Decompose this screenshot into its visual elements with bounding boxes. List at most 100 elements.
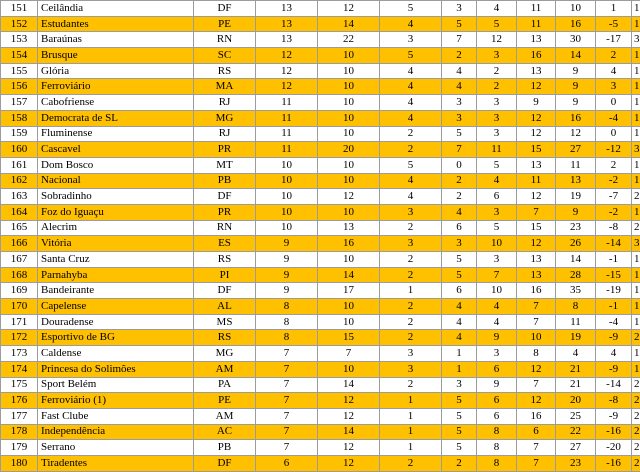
games-cell: 20 (318, 142, 380, 158)
goals-for-cell: 12 (517, 361, 556, 377)
draws-cell: 5 (442, 393, 477, 409)
losses-cell: 4 (477, 299, 517, 315)
participations-cell: 1 (632, 283, 640, 299)
draws-cell: 0 (442, 157, 477, 173)
games-cell: 10 (318, 95, 380, 111)
goals-against-cell: 30 (556, 32, 596, 48)
goal-difference-cell: -16 (596, 455, 632, 471)
wins-cell: 1 (380, 393, 442, 409)
losses-cell: 3 (477, 252, 517, 268)
goals-for-cell: 11 (517, 1, 556, 17)
goal-difference-cell: -14 (596, 236, 632, 252)
points-cell: 9 (256, 236, 318, 252)
state-cell: RS (194, 330, 256, 346)
goal-difference-cell: 1 (596, 1, 632, 17)
goal-difference-cell: -4 (596, 110, 632, 126)
state-cell: RS (194, 252, 256, 268)
games-cell: 7 (318, 346, 380, 362)
draws-cell: 4 (442, 79, 477, 95)
losses-cell: 5 (477, 220, 517, 236)
goals-against-cell: 16 (556, 110, 596, 126)
state-cell: DF (194, 1, 256, 17)
team-name-cell: Santa Cruz (38, 252, 194, 268)
games-cell: 14 (318, 16, 380, 32)
goals-for-cell: 15 (517, 220, 556, 236)
goals-for-cell: 7 (517, 314, 556, 330)
state-cell: RN (194, 32, 256, 48)
goals-for-cell: 15 (517, 142, 556, 158)
team-name-cell: Independência (38, 424, 194, 440)
team-name-cell: Sport Belém (38, 377, 194, 393)
rank-cell: 171 (1, 314, 38, 330)
draws-cell: 5 (442, 440, 477, 456)
team-name-cell: Ceilândia (38, 1, 194, 17)
state-cell: PB (194, 173, 256, 189)
participations-cell: 1 (632, 314, 640, 330)
games-cell: 17 (318, 283, 380, 299)
rank-cell: 176 (1, 393, 38, 409)
wins-cell: 4 (380, 95, 442, 111)
draws-cell: 5 (442, 16, 477, 32)
goal-difference-cell: 4 (596, 346, 632, 362)
points-cell: 7 (256, 424, 318, 440)
state-cell: RJ (194, 95, 256, 111)
points-cell: 10 (256, 189, 318, 205)
participations-cell: 2 (632, 455, 640, 471)
state-cell: SC (194, 48, 256, 64)
goals-against-cell: 35 (556, 283, 596, 299)
participations-cell: 2 (632, 440, 640, 456)
losses-cell: 10 (477, 236, 517, 252)
goals-for-cell: 16 (517, 48, 556, 64)
points-cell: 7 (256, 393, 318, 409)
state-cell: RJ (194, 126, 256, 142)
team-name-cell: Fluminense (38, 126, 194, 142)
goals-for-cell: 13 (517, 267, 556, 283)
games-cell: 10 (318, 79, 380, 95)
goals-for-cell: 8 (517, 346, 556, 362)
wins-cell: 3 (380, 32, 442, 48)
state-cell: PR (194, 204, 256, 220)
games-cell: 14 (318, 267, 380, 283)
team-name-cell: Capelense (38, 299, 194, 315)
draws-cell: 2 (442, 455, 477, 471)
goals-for-cell: 13 (517, 63, 556, 79)
goal-difference-cell: -4 (596, 314, 632, 330)
goals-for-cell: 6 (517, 424, 556, 440)
team-name-cell: Parnahyba (38, 267, 194, 283)
games-cell: 10 (318, 110, 380, 126)
participations-cell: 1 (632, 204, 640, 220)
goals-against-cell: 9 (556, 79, 596, 95)
games-cell: 16 (318, 236, 380, 252)
goals-against-cell: 20 (556, 393, 596, 409)
points-cell: 9 (256, 252, 318, 268)
goals-against-cell: 21 (556, 361, 596, 377)
points-cell: 11 (256, 142, 318, 158)
team-name-cell: Princesa do Solimões (38, 361, 194, 377)
wins-cell: 4 (380, 79, 442, 95)
participations-cell: 2 (632, 424, 640, 440)
state-cell: PE (194, 16, 256, 32)
wins-cell: 4 (380, 173, 442, 189)
points-cell: 12 (256, 79, 318, 95)
rank-cell: 169 (1, 283, 38, 299)
rank-cell: 157 (1, 95, 38, 111)
participations-cell: 2 (632, 220, 640, 236)
participations-cell: 1 (632, 299, 640, 315)
losses-cell: 10 (477, 283, 517, 299)
points-cell: 10 (256, 220, 318, 236)
draws-cell: 1 (442, 346, 477, 362)
points-cell: 8 (256, 330, 318, 346)
participations-cell: 1 (632, 110, 640, 126)
losses-cell: 4 (477, 314, 517, 330)
team-name-cell: Caldense (38, 346, 194, 362)
draws-cell: 1 (442, 361, 477, 377)
goal-difference-cell: 4 (596, 63, 632, 79)
